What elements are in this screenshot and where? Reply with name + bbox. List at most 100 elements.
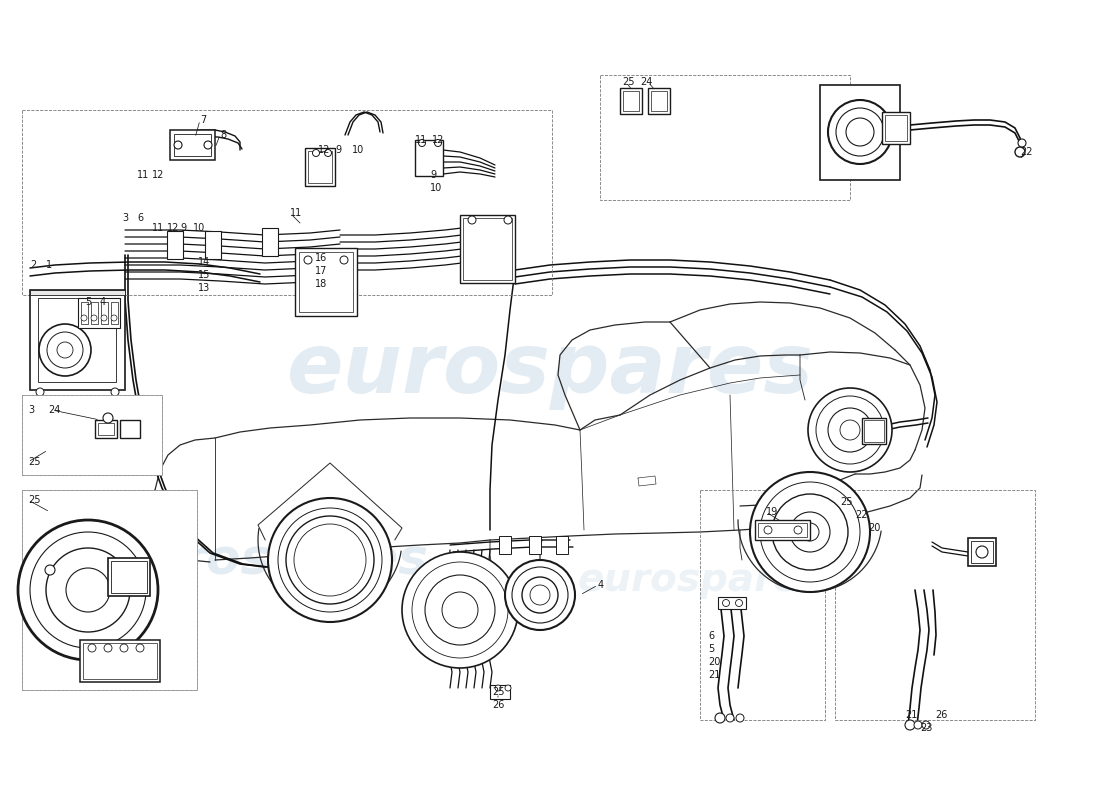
Circle shape bbox=[412, 562, 508, 658]
Circle shape bbox=[442, 592, 478, 628]
Text: 6: 6 bbox=[708, 631, 714, 641]
Bar bbox=[22, 110, 552, 295]
Circle shape bbox=[505, 560, 575, 630]
Text: 25: 25 bbox=[621, 77, 635, 87]
Circle shape bbox=[45, 565, 55, 575]
Bar bbox=[971, 541, 993, 563]
Bar bbox=[758, 523, 807, 537]
Circle shape bbox=[495, 685, 500, 691]
Bar bbox=[39, 298, 116, 382]
Circle shape bbox=[57, 342, 73, 358]
Bar bbox=[120, 420, 140, 438]
Circle shape bbox=[324, 150, 331, 157]
Bar bbox=[623, 91, 639, 111]
Text: 6: 6 bbox=[138, 213, 143, 223]
Circle shape bbox=[278, 508, 382, 612]
Text: 12: 12 bbox=[152, 170, 164, 180]
Circle shape bbox=[715, 713, 725, 723]
Bar bbox=[299, 252, 353, 312]
Circle shape bbox=[91, 315, 97, 321]
Circle shape bbox=[836, 108, 884, 156]
Bar bbox=[463, 218, 512, 280]
Circle shape bbox=[104, 644, 112, 652]
Text: eurospares: eurospares bbox=[112, 536, 428, 584]
Circle shape bbox=[828, 408, 872, 452]
Circle shape bbox=[418, 139, 426, 146]
Circle shape bbox=[111, 315, 117, 321]
Text: 13: 13 bbox=[198, 283, 210, 293]
Bar bbox=[30, 290, 125, 390]
Text: 5: 5 bbox=[85, 297, 91, 307]
Circle shape bbox=[976, 546, 988, 558]
Text: 11: 11 bbox=[152, 223, 164, 233]
Circle shape bbox=[790, 512, 830, 552]
Text: 7: 7 bbox=[200, 115, 207, 125]
Circle shape bbox=[268, 498, 392, 622]
Circle shape bbox=[290, 520, 370, 600]
Bar bbox=[305, 148, 336, 186]
Circle shape bbox=[66, 568, 110, 612]
Bar bbox=[648, 88, 670, 114]
Text: 9: 9 bbox=[180, 223, 186, 233]
Text: 4: 4 bbox=[598, 580, 604, 590]
Text: 1: 1 bbox=[46, 260, 52, 270]
Circle shape bbox=[522, 577, 558, 613]
Text: 21: 21 bbox=[708, 670, 720, 680]
Text: 12: 12 bbox=[318, 145, 330, 155]
Circle shape bbox=[103, 413, 113, 423]
Text: 10: 10 bbox=[430, 183, 442, 193]
Text: 19: 19 bbox=[766, 507, 779, 517]
Text: 4: 4 bbox=[100, 297, 106, 307]
Bar bbox=[968, 538, 996, 566]
Circle shape bbox=[304, 256, 312, 264]
Bar bbox=[490, 685, 510, 699]
Bar bbox=[820, 85, 900, 180]
Text: 3: 3 bbox=[122, 213, 128, 223]
Text: 5: 5 bbox=[708, 644, 714, 654]
Text: 8: 8 bbox=[220, 130, 227, 140]
Bar bbox=[22, 395, 162, 475]
Circle shape bbox=[794, 526, 802, 534]
Circle shape bbox=[808, 388, 892, 472]
Bar bbox=[864, 420, 884, 442]
Circle shape bbox=[1018, 139, 1026, 147]
Bar bbox=[98, 423, 114, 435]
Bar bbox=[499, 536, 512, 554]
Bar bbox=[295, 248, 358, 316]
Bar bbox=[651, 91, 667, 111]
Bar bbox=[22, 490, 197, 690]
Bar bbox=[81, 302, 88, 324]
Bar bbox=[262, 228, 278, 256]
Circle shape bbox=[111, 388, 119, 396]
Bar bbox=[718, 597, 746, 609]
Circle shape bbox=[801, 523, 820, 541]
Circle shape bbox=[922, 721, 930, 729]
Bar bbox=[30, 290, 125, 295]
Text: 12: 12 bbox=[432, 135, 444, 145]
Circle shape bbox=[914, 721, 922, 729]
Circle shape bbox=[88, 644, 96, 652]
Bar bbox=[111, 302, 118, 324]
Text: 23: 23 bbox=[920, 723, 933, 733]
Text: 11: 11 bbox=[290, 208, 303, 218]
Circle shape bbox=[81, 315, 87, 321]
Circle shape bbox=[504, 216, 512, 224]
Circle shape bbox=[425, 575, 495, 645]
Bar bbox=[460, 215, 515, 283]
Bar bbox=[22, 395, 162, 475]
Circle shape bbox=[736, 599, 743, 606]
Text: 24: 24 bbox=[640, 77, 652, 87]
Bar bbox=[415, 140, 443, 176]
Bar bbox=[882, 112, 910, 144]
Bar bbox=[22, 490, 197, 690]
Bar bbox=[620, 88, 642, 114]
Circle shape bbox=[340, 256, 348, 264]
Bar bbox=[755, 520, 810, 540]
Text: 11: 11 bbox=[138, 170, 150, 180]
Bar bbox=[600, 75, 850, 200]
Text: 18: 18 bbox=[315, 279, 328, 289]
Circle shape bbox=[294, 524, 366, 596]
Circle shape bbox=[512, 567, 568, 623]
Circle shape bbox=[308, 538, 352, 582]
Text: 14: 14 bbox=[198, 257, 210, 267]
